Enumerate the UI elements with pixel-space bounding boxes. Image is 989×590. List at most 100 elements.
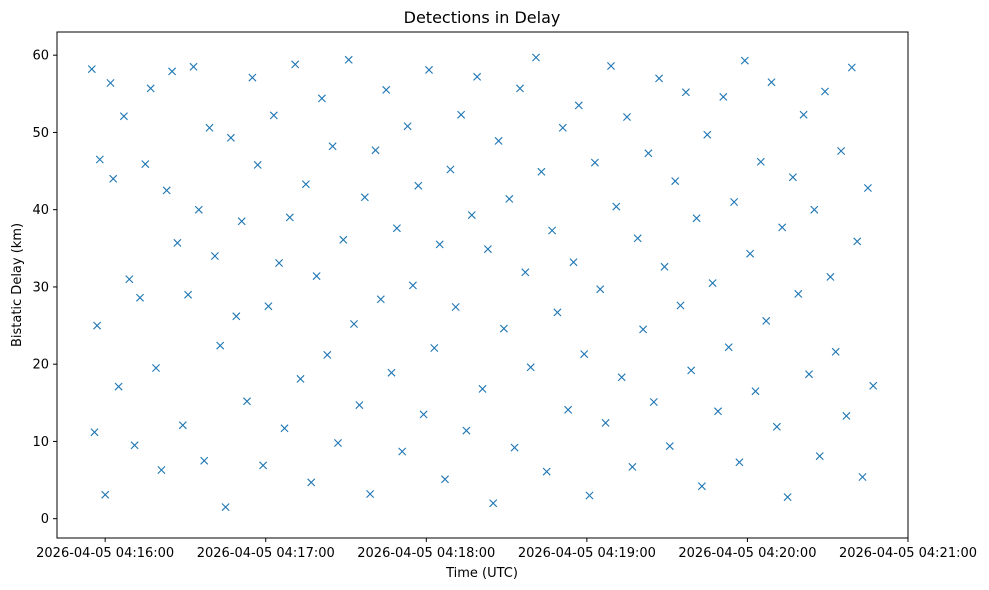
data-point xyxy=(521,268,530,277)
data-point xyxy=(719,92,728,101)
data-point xyxy=(687,366,696,375)
y-tick-label: 30 xyxy=(32,280,49,295)
data-point xyxy=(821,87,829,96)
data-point xyxy=(178,421,187,430)
data-point xyxy=(125,275,134,284)
data-point xyxy=(339,235,348,244)
data-point xyxy=(660,262,669,271)
data-point xyxy=(783,493,792,502)
data-point xyxy=(253,160,262,169)
data-point xyxy=(162,186,171,195)
data-point xyxy=(441,475,449,484)
data-point xyxy=(601,418,610,427)
data-point xyxy=(494,136,503,145)
y-tick-label: 20 xyxy=(32,358,49,373)
y-tick-label: 50 xyxy=(32,126,49,141)
data-point xyxy=(90,428,99,437)
data-point xyxy=(275,259,284,267)
data-point xyxy=(649,398,658,406)
data-point xyxy=(226,133,235,142)
x-axis-ticks: 2026-04-05 04:16:00 2026-04-05 04:17:00 20… xyxy=(36,538,977,561)
data-point xyxy=(119,112,128,121)
data-point xyxy=(590,158,599,167)
data-point xyxy=(243,397,251,406)
data-point xyxy=(526,363,535,372)
data-point xyxy=(317,94,326,103)
data-point xyxy=(665,442,674,451)
data-point xyxy=(141,160,150,169)
data-point xyxy=(106,79,115,87)
data-point xyxy=(95,155,104,164)
data-point xyxy=(746,249,755,258)
data-point xyxy=(676,301,685,310)
data-point xyxy=(703,130,712,139)
data-point xyxy=(264,302,273,311)
data-point xyxy=(837,147,846,155)
data-point xyxy=(259,461,268,470)
data-point xyxy=(291,60,300,69)
data-point xyxy=(101,490,110,499)
data-point xyxy=(414,181,423,190)
data-point xyxy=(826,272,835,281)
data-point xyxy=(623,113,631,121)
data-point xyxy=(505,194,514,203)
data-point xyxy=(639,325,648,334)
data-point xyxy=(371,146,380,155)
y-tick-label: 0 xyxy=(41,512,49,527)
data-point xyxy=(762,316,771,325)
data-point xyxy=(510,443,519,452)
data-point xyxy=(617,373,626,382)
data-point xyxy=(831,347,840,356)
data-points xyxy=(87,53,878,512)
y-tick-label: 60 xyxy=(32,49,49,64)
data-point xyxy=(109,174,118,183)
data-point xyxy=(756,157,765,166)
data-point xyxy=(296,374,305,383)
data-point xyxy=(307,478,316,487)
data-point xyxy=(467,211,476,220)
data-point xyxy=(548,226,557,235)
chart-title: Detections in Delay xyxy=(404,8,561,27)
data-point xyxy=(382,85,391,94)
y-tick-label: 40 xyxy=(32,203,49,218)
data-point xyxy=(805,370,813,379)
data-point xyxy=(194,205,203,214)
data-point xyxy=(730,198,739,206)
data-point xyxy=(532,53,540,62)
data-point xyxy=(184,290,193,299)
plot-frame xyxy=(56,31,909,539)
data-point xyxy=(237,217,246,226)
data-point xyxy=(542,467,551,476)
data-point xyxy=(376,295,385,304)
x-axis-label: Time (UTC) xyxy=(445,566,518,581)
data-point xyxy=(210,252,219,260)
data-point xyxy=(280,424,289,433)
data-point xyxy=(489,499,498,508)
data-point xyxy=(735,458,744,467)
data-point xyxy=(93,321,102,330)
data-point xyxy=(499,324,508,333)
data-point xyxy=(671,177,680,186)
data-point xyxy=(114,382,123,391)
y-axis-ticks: 0 10 20 30 40 50 60 xyxy=(32,49,57,527)
y-axis-label: Bistatic Delay (km) xyxy=(10,223,25,347)
data-point xyxy=(596,285,605,294)
data-point xyxy=(558,123,567,132)
data-point xyxy=(869,381,878,390)
data-point xyxy=(692,214,701,223)
data-point xyxy=(216,341,225,350)
data-point xyxy=(751,387,760,396)
data-point xyxy=(419,410,428,419)
data-point xyxy=(344,55,353,64)
data-point xyxy=(569,258,578,267)
data-point xyxy=(740,56,749,65)
data-point xyxy=(585,491,594,500)
data-point xyxy=(350,320,358,328)
data-point xyxy=(200,456,209,465)
data-point xyxy=(799,110,808,119)
data-point xyxy=(767,78,776,87)
data-point xyxy=(863,184,872,192)
data-point xyxy=(607,62,615,70)
x-tick-label: 2026-04-05 04:17:00 xyxy=(197,546,335,561)
